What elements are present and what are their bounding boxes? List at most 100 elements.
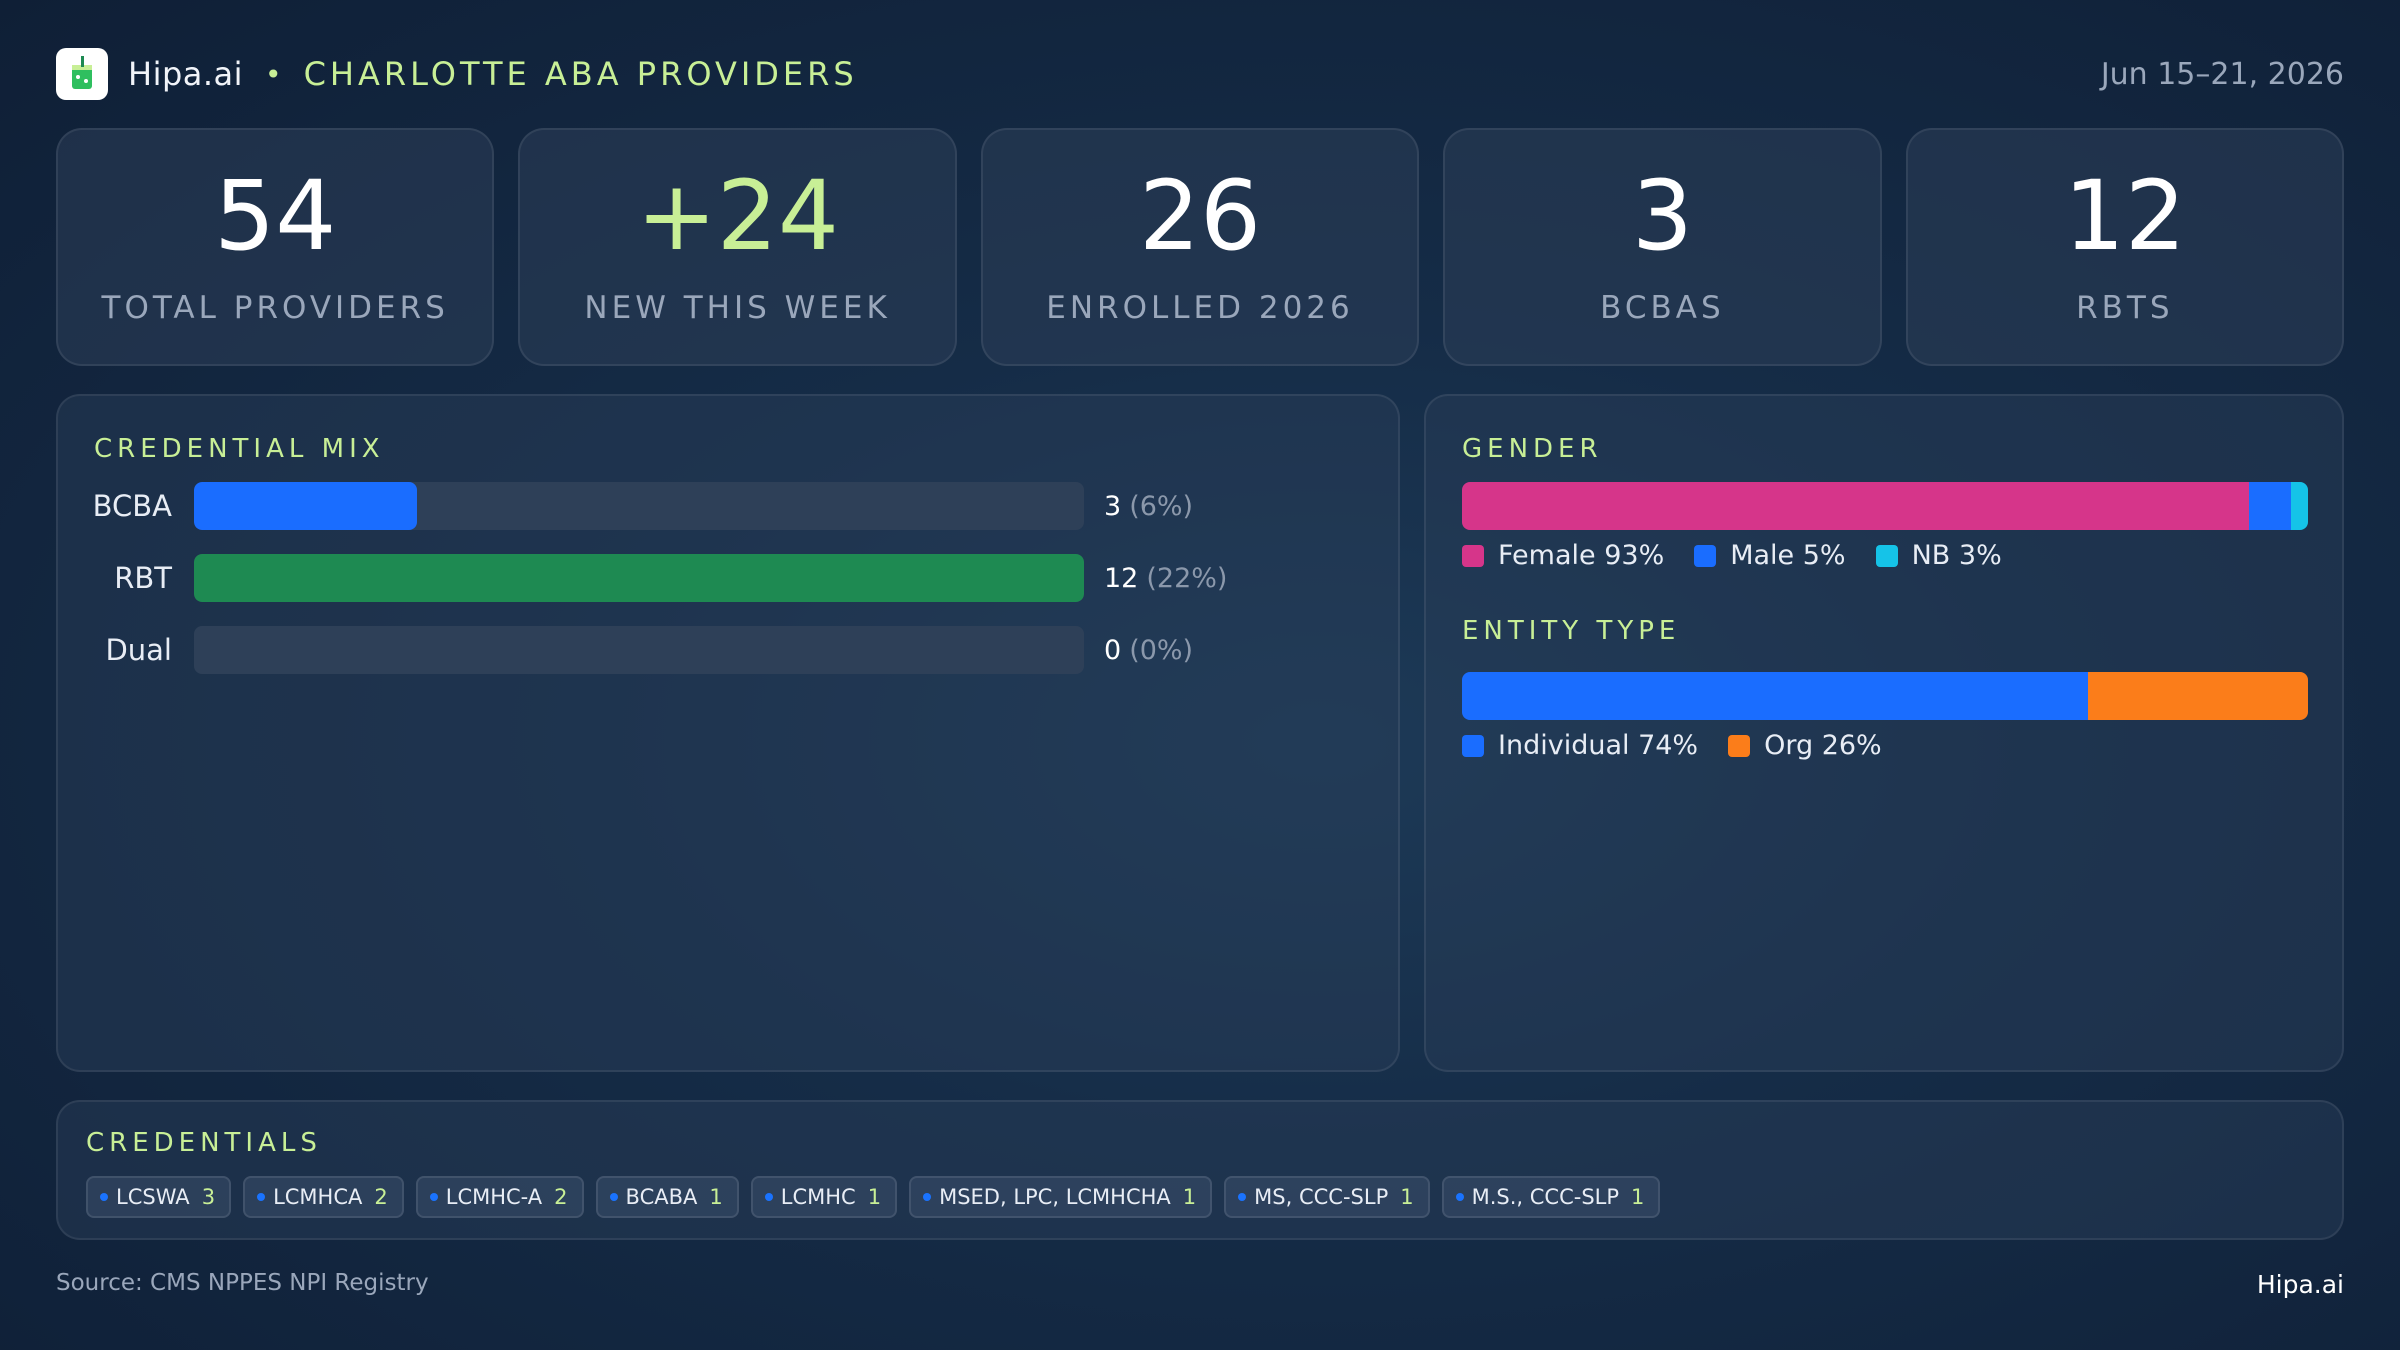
date-range: Jun 15–21, 2026 [2100, 56, 2344, 92]
entity-type-segment [1462, 672, 2089, 720]
credential-chip: MSED, LPC, LCMHCHA 1 [909, 1176, 1213, 1218]
legend-item: NB 3% [1875, 540, 2002, 571]
footer-brand: Hipa.ai [2256, 1270, 2344, 1299]
credential-chip: LCSWA 3 [86, 1176, 232, 1218]
chip-count: 1 [1182, 1185, 1197, 1209]
page-title: CHARLOTTE ABA PROVIDERS [303, 55, 858, 93]
chip-name: BCABA [625, 1185, 698, 1209]
kpi-label: RBTS [2076, 290, 2174, 326]
bar-percent: (22%) [1146, 562, 1228, 594]
legend-swatch [1462, 544, 1484, 567]
chip-dot-icon [257, 1193, 266, 1201]
entity-type-stacked-bar [1462, 672, 2308, 720]
chip-count: 1 [709, 1185, 723, 1209]
credential-chips: LCSWA 3 LCMHCA 2 LCMHC-A 2 BCABA 1 LCMHC 1 MSED, L… [86, 1176, 1661, 1218]
bar-fill [194, 482, 417, 530]
kpi-card-new-this-week: +24 NEW THIS WEEK [518, 128, 957, 366]
demographics-panel: GENDER Female 93% Male 5% NB 3% ENTITY TYP… [1424, 394, 2344, 1072]
chip-dot-icon [609, 1193, 618, 1201]
app-logo [56, 48, 108, 100]
legend-label: Male 5% [1730, 540, 1846, 571]
chip-name: LCMHCA [273, 1185, 363, 1209]
chip-dot-icon [100, 1193, 108, 1201]
chip-count: 2 [554, 1185, 568, 1209]
credential-chip: M.S., CCC-SLP 1 [1441, 1176, 1661, 1218]
legend-item: Individual 74% [1462, 730, 1698, 761]
bar-percent: (6%) [1129, 490, 1194, 522]
chip-dot-icon [923, 1193, 932, 1201]
kpi-label: BCBAS [1600, 290, 1725, 326]
chip-dot-icon [764, 1193, 773, 1201]
chip-count: 2 [374, 1185, 388, 1209]
legend-swatch [1875, 544, 1898, 567]
credential-chip: LCMHC-A 2 [415, 1176, 584, 1218]
chip-name: LCMHC-A [445, 1185, 543, 1209]
bar-count: 3 [1104, 490, 1122, 522]
kpi-card-total-providers: 54 TOTAL PROVIDERS [56, 128, 495, 366]
credential-chip: MS, CCC-SLP 1 [1224, 1176, 1430, 1218]
legend-item: Female 93% [1462, 540, 1664, 571]
legend-label: Org 26% [1764, 730, 1882, 761]
credential-chip: LCMHCA 2 [243, 1176, 404, 1218]
credential-row-rbt: RBT 12 (22%) [58, 554, 1402, 602]
legend-swatch [1694, 544, 1717, 567]
chip-name: M.S., CCC-SLP [1471, 1185, 1620, 1209]
legend-item: Org 26% [1728, 730, 1882, 761]
kpi-card-enrolled-2026: 26 ENROLLED 2026 [980, 128, 1420, 366]
kpi-label: TOTAL PROVIDERS [101, 290, 449, 326]
kpi-row: 54 TOTAL PROVIDERS +24 NEW THIS WEEK 26 … [56, 128, 2345, 366]
bar-label: RBT [114, 561, 172, 595]
bar-track [194, 626, 1084, 674]
credential-row-bcba: BCBA 3 (6%) [58, 482, 1402, 530]
credential-row-dual: Dual 0 (0%) [58, 626, 1402, 674]
bar-track [194, 482, 1084, 530]
gender-segment [1462, 482, 2249, 530]
credential-chip: LCMHC 1 [750, 1176, 898, 1218]
legend-label: Individual 74% [1498, 730, 1699, 761]
entity-type-title: ENTITY TYPE [1462, 616, 1681, 646]
legend-swatch [1462, 734, 1484, 757]
header: Hipa.ai • CHARLOTTE ABA PROVIDERS Jun 15… [56, 46, 2344, 102]
chip-name: MSED, LPC, LCMHCHA [939, 1185, 1171, 1209]
drink-cup-icon [72, 56, 92, 89]
kpi-value: 26 [1138, 160, 1262, 272]
gender-segment [2248, 482, 2292, 530]
legend-item: Male 5% [1694, 540, 1846, 571]
panel-title: CREDENTIAL MIX [94, 434, 385, 464]
bar-count: 0 [1104, 634, 1122, 666]
chip-count: 1 [1631, 1185, 1645, 1209]
entity-type-segment [2088, 672, 2308, 720]
bar-percent: (0%) [1129, 634, 1194, 666]
legend-label: Female 93% [1498, 540, 1665, 571]
kpi-label: NEW THIS WEEK [584, 290, 891, 326]
panel-title: CREDENTIALS [86, 1128, 322, 1158]
bar-label: BCBA [92, 489, 172, 523]
source-note: Source: CMS NPPES NPI Registry [56, 1270, 429, 1296]
entity-type-legend: Individual 74% Org 26% [1462, 730, 1912, 761]
chip-count: 3 [201, 1185, 216, 1209]
bar-label: Dual [105, 633, 172, 667]
gender-segment [2291, 482, 2308, 530]
credentials-panel: CREDENTIALS LCSWA 3 LCMHCA 2 LCMHC-A 2 BCABA 1 L… [56, 1100, 2344, 1240]
kpi-value: 54 [214, 160, 337, 272]
gender-title: GENDER [1462, 434, 1603, 464]
chip-name: MS, CCC-SLP [1254, 1185, 1389, 1209]
chip-name: LCSWA [116, 1185, 190, 1209]
chip-count: 1 [1400, 1185, 1414, 1209]
bar-count: 12 [1104, 562, 1139, 594]
legend-swatch [1728, 734, 1751, 757]
kpi-value: 3 [1631, 160, 1693, 272]
kpi-card-rbts: 12 RBTS [1905, 128, 2345, 366]
brand-name: Hipa.ai [128, 55, 244, 93]
credential-mix-panel: CREDENTIAL MIX BCBA 3 (6%) RBT 12 (22%) … [56, 394, 1400, 1072]
bar-fill [194, 554, 1084, 602]
title-separator: • [265, 57, 282, 91]
kpi-label: ENROLLED 2026 [1046, 290, 1354, 326]
chip-dot-icon [1238, 1193, 1247, 1201]
credential-chip: BCABA 1 [595, 1176, 739, 1218]
chip-dot-icon [1455, 1193, 1464, 1201]
kpi-card-bcbas: 3 BCBAS [1443, 128, 1882, 366]
bar-track [194, 554, 1084, 602]
legend-label: NB 3% [1911, 540, 2002, 571]
kpi-value: +24 [636, 160, 839, 272]
